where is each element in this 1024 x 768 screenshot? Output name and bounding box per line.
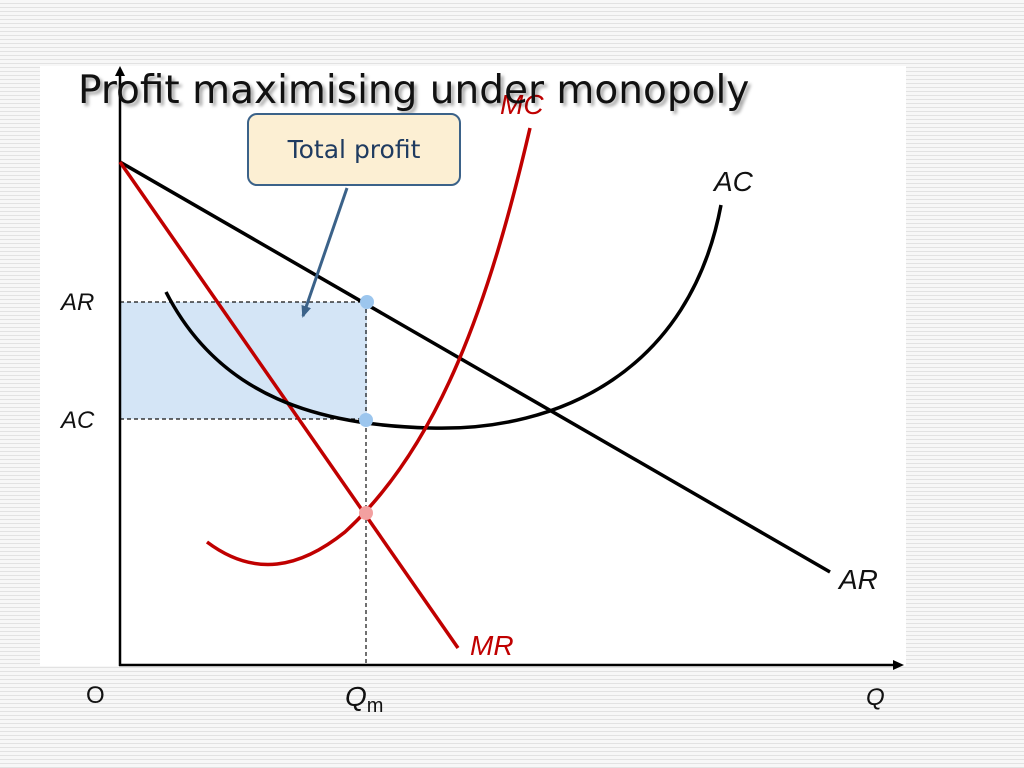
y-axis-arrow (115, 66, 125, 76)
callout-arrow (301, 187, 349, 318)
mc-label: MC (500, 89, 544, 120)
page-title: Profit maximising under monopoly (78, 68, 750, 113)
origin-label: O (86, 682, 105, 709)
qm-label: Qm (345, 681, 384, 717)
mc-curve (205, 127, 532, 567)
x-axis-label: Q (866, 684, 885, 711)
ac-curve-label: AC (714, 166, 753, 197)
total-profit-area (120, 302, 367, 419)
y-axis-ar-label: AR (61, 289, 95, 316)
ar-point (360, 295, 374, 309)
x-axis-arrow (893, 660, 904, 670)
ar-curve (119, 160, 831, 574)
qm-main: Q (345, 681, 367, 712)
mc-mr-intersection-point (359, 506, 373, 520)
mr-curve-label: MR (470, 630, 514, 661)
ac-point (359, 413, 373, 427)
total-profit-callout: Total profit (247, 113, 461, 186)
ar-curve-label: AR (839, 564, 878, 595)
ac-curve (164, 204, 723, 430)
qm-subscript: m (366, 695, 384, 717)
y-axis-ac-label: AC (61, 407, 95, 434)
